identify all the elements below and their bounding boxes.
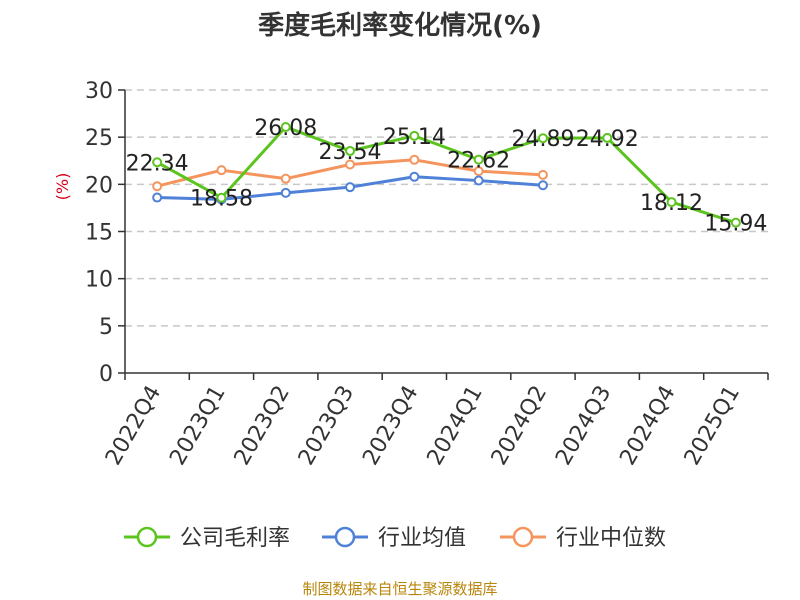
legend[interactable]: 公司毛利率 行业均值 行业中位数 (124, 526, 666, 551)
legend-marker (512, 526, 534, 548)
y-tick-label: 30 (85, 79, 113, 104)
legend-marker (334, 526, 356, 548)
data-point[interactable] (280, 121, 291, 132)
data-point[interactable] (409, 171, 420, 182)
data-point[interactable] (345, 182, 356, 193)
data-label: 22.62 (447, 149, 510, 174)
data-label: 18.12 (640, 191, 703, 216)
x-tick-label: 2023Q4 (358, 382, 423, 470)
x-tick-label: 2023Q3 (294, 382, 359, 470)
data-point[interactable] (152, 181, 163, 192)
data-label: 15.94 (704, 212, 767, 237)
y-tick-label: 0 (99, 362, 113, 387)
data-label: 24.89 (511, 127, 574, 152)
y-axis-label: (%) (53, 173, 72, 201)
data-label: 25.14 (383, 125, 446, 150)
series-0 (152, 121, 741, 228)
x-tick-label: 2025Q1 (680, 382, 745, 470)
data-point[interactable] (473, 175, 484, 186)
legend-marker (136, 526, 158, 548)
data-point[interactable] (537, 133, 548, 144)
y-tick-label: 5 (99, 315, 113, 340)
data-label: 24.92 (576, 127, 639, 152)
y-tick-label: 25 (85, 126, 113, 151)
data-point[interactable] (280, 187, 291, 198)
data-label: 22.34 (126, 151, 189, 176)
x-tick-label: 2024Q4 (615, 382, 680, 470)
data-point[interactable] (666, 197, 677, 208)
data-point[interactable] (537, 180, 548, 191)
source-note: 制图数据来自恒生聚源数据库 (302, 580, 497, 598)
data-label: 23.54 (319, 140, 382, 165)
data-point[interactable] (409, 130, 420, 141)
data-point[interactable] (409, 154, 420, 165)
data-point[interactable] (345, 159, 356, 170)
data-point[interactable] (537, 169, 548, 180)
y-tick-label: 20 (85, 173, 113, 198)
legend-item-2[interactable]: 行业中位数 (500, 526, 666, 551)
x-tick-label: 2023Q2 (230, 382, 295, 470)
x-tick-label: 2024Q1 (423, 382, 488, 470)
data-point[interactable] (152, 157, 163, 168)
y-tick-label: 10 (85, 268, 113, 293)
data-point[interactable] (216, 192, 227, 203)
x-tick-label: 2024Q3 (551, 382, 616, 470)
data-point[interactable] (280, 173, 291, 184)
series (152, 121, 741, 228)
data-label: 18.58 (190, 187, 253, 212)
data-point[interactable] (473, 154, 484, 165)
data-label: 26.08 (254, 116, 317, 141)
x-tick-label: 2022Q4 (101, 382, 166, 470)
legend-item-0[interactable]: 公司毛利率 (124, 526, 290, 551)
data-point[interactable] (730, 217, 741, 228)
x-tick-label: 2024Q2 (487, 382, 552, 470)
legend-label: 公司毛利率 (180, 526, 290, 551)
y-ticks: 0 5 10 15 20 25 30 (85, 79, 125, 387)
series-2 (152, 154, 548, 192)
x-ticks: 2022Q42023Q12023Q22023Q32023Q42024Q12024… (101, 373, 769, 470)
data-point[interactable] (345, 145, 356, 156)
y-tick-label: 15 (85, 221, 113, 246)
data-point[interactable] (216, 165, 227, 176)
series-line (156, 125, 737, 225)
legend-item-1[interactable]: 行业均值 (322, 526, 466, 551)
data-point[interactable] (473, 166, 484, 177)
legend-label: 行业均值 (378, 526, 466, 551)
data-point[interactable] (602, 132, 613, 143)
legend-label: 行业中位数 (556, 526, 666, 551)
x-tick-label: 2023Q1 (165, 382, 230, 470)
chart-title: 季度毛利率变化情况(%) (258, 10, 542, 41)
data-point[interactable] (152, 192, 163, 203)
